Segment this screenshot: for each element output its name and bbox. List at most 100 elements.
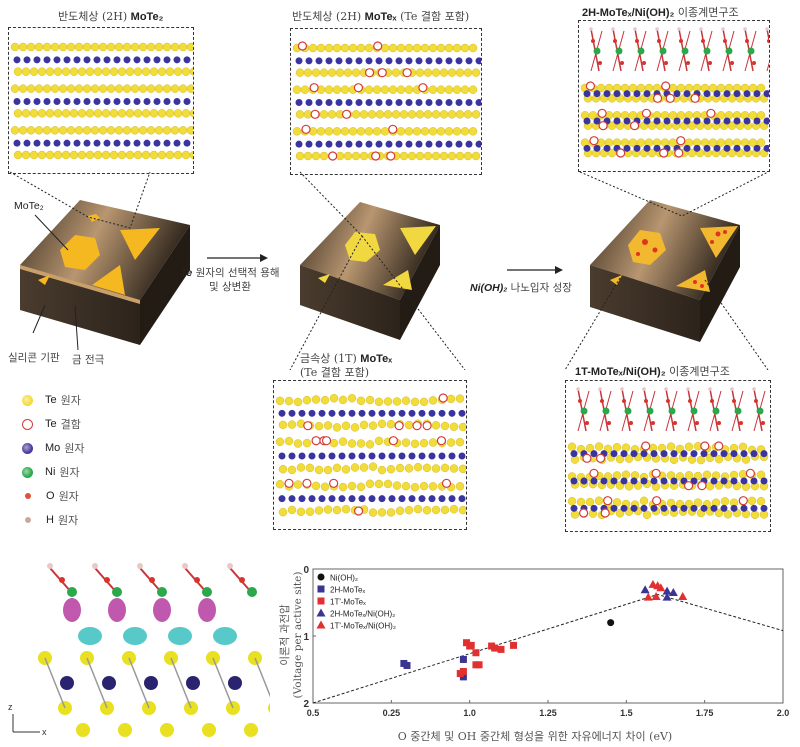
te-defect [641, 108, 652, 118]
data-point [668, 587, 678, 596]
substrate-pristine [20, 200, 190, 345]
data-point [643, 592, 653, 601]
te-defect [297, 41, 308, 51]
chart-legend-label: 1T'-MoTeₓ [330, 598, 366, 607]
legend-element: Ni [45, 466, 56, 478]
te-defect [377, 68, 387, 78]
chart-legend-label: 2H-MoTeₓ [330, 586, 365, 595]
te-defect [589, 468, 599, 478]
te-defect [309, 83, 319, 93]
legend-label: 원자 [59, 466, 80, 479]
ni-atom [646, 407, 654, 415]
legend-marker [316, 620, 326, 629]
te-defect [738, 496, 748, 506]
legend-label: 원자 [57, 514, 79, 527]
axis-x-label: x [42, 727, 47, 737]
legend-item-te-1: Te 결함 [22, 416, 81, 432]
te-defect [700, 441, 710, 451]
data-point [656, 583, 666, 592]
legend-item-o-4: O 원자 [22, 488, 79, 504]
charge-density-structure [38, 563, 270, 737]
legend-element: O [46, 490, 55, 502]
te-atom-icon [22, 418, 33, 430]
ni-atom [681, 47, 689, 55]
chart-legend-label: 2H-MoTeₓ/Ni(OH)₂ [330, 610, 395, 619]
ni-atom [747, 47, 755, 55]
te-defect [676, 136, 686, 146]
legend-label: 원자 [60, 394, 81, 407]
te-defect [418, 83, 428, 93]
data-point [475, 661, 483, 669]
legend-element: Te [45, 418, 57, 430]
plot-frame [312, 568, 784, 704]
crystal-1t-motex-defects [273, 380, 467, 530]
te-defect [373, 41, 383, 51]
te-defect [651, 468, 661, 478]
legend-label: 결함 [60, 418, 81, 431]
te-defect [412, 421, 422, 431]
data-point [510, 641, 518, 649]
legend-marker [316, 608, 326, 617]
x-tick-label: 2.0 [777, 708, 790, 718]
ni-atom [624, 407, 632, 415]
ni-atom [580, 407, 588, 415]
te-defect [674, 148, 684, 158]
data-point [607, 619, 615, 627]
legend-label: 원자 [58, 490, 79, 503]
y-tick-label: 1 [303, 632, 309, 643]
te-defect [422, 421, 432, 431]
te-defect [353, 506, 364, 516]
ni-atom [712, 407, 720, 415]
te-defect [303, 421, 313, 431]
crystal-2h-motex-defects [290, 28, 482, 175]
te-defect [310, 109, 320, 119]
te-defect [600, 508, 610, 518]
te-defect [311, 436, 321, 446]
te-defect [683, 481, 694, 491]
te-defect [302, 478, 312, 488]
te-defect [706, 108, 716, 118]
h-atom-icon [25, 517, 31, 523]
te-defect [394, 421, 404, 431]
ni-atom [659, 47, 667, 55]
data-point [467, 641, 475, 649]
substrate-etched [300, 202, 440, 340]
data-point [662, 592, 672, 601]
te-defect [301, 124, 311, 134]
legend-item-ni-3: Ni 원자 [22, 464, 80, 480]
ni-atom [734, 407, 742, 415]
crystal-1t-heterostructure [565, 380, 771, 532]
te-defect [329, 478, 339, 488]
ni-atom [668, 407, 676, 415]
te-atom-icon [22, 394, 33, 406]
data-point [662, 586, 672, 595]
step1-label: Te 원자의 선택적 용해 및 상변환 [180, 267, 280, 293]
te-defect [652, 496, 662, 506]
te-defect [589, 136, 599, 146]
legend-item-mo-2: Mo 원자 [22, 440, 85, 456]
legend-marker [317, 597, 325, 605]
te-defect [582, 453, 592, 463]
ni-atom [725, 47, 733, 55]
te-defect [641, 441, 651, 451]
te-defect [697, 481, 707, 491]
te-defect [659, 148, 669, 158]
te-defect [388, 436, 398, 446]
top-left-title: 반도체상 (2H) MoTe₂ [58, 10, 164, 23]
ni-atom [637, 47, 645, 55]
arrow-step1-icon [207, 254, 268, 262]
ni-atom [615, 47, 623, 55]
te-defect [585, 81, 596, 91]
te-defect [388, 124, 398, 134]
data-point [497, 645, 505, 653]
te-defect [595, 453, 606, 463]
ni-atom [703, 47, 711, 55]
te-defect [321, 436, 332, 446]
te-defect [353, 83, 364, 93]
legend-item-h-5: H 원자 [22, 512, 78, 528]
data-point [472, 649, 480, 657]
te-defect [597, 108, 607, 118]
ni-atom [690, 407, 698, 415]
te-defect [690, 93, 700, 103]
top-mid-title: 반도체상 (2H) MoTeₓ (Te 결함 포함) [292, 10, 470, 23]
